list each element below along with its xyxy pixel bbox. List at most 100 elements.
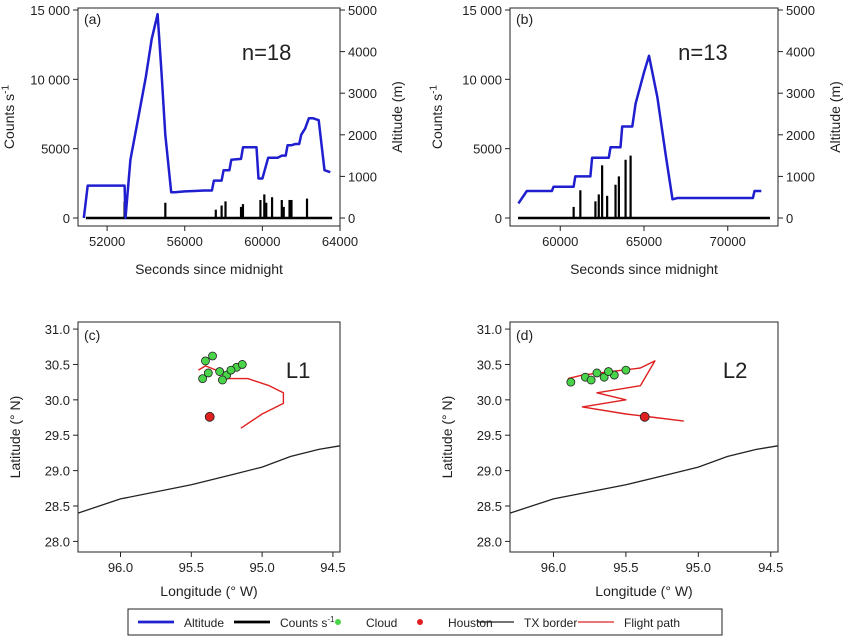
y-right-tick-label: 3000 — [786, 86, 815, 101]
y-left-tick-label: 5000 — [41, 142, 70, 157]
panel-label: (c) — [84, 327, 100, 343]
plot-frame — [77, 321, 341, 553]
legend-label: TX border — [524, 616, 577, 630]
panel-annotation: L1 — [286, 358, 310, 383]
y-left-tick-label: 15 000 — [30, 3, 70, 18]
y-right-tick-label: 3000 — [348, 86, 377, 101]
y-tick-label: 31.0 — [45, 322, 70, 337]
x-tick-label: 94.5 — [758, 560, 783, 575]
y-tick-label: 31.0 — [477, 322, 502, 337]
houston-marker — [204, 411, 215, 422]
x-axis-label: Longitude (° W) — [160, 583, 257, 599]
cloud-point — [226, 365, 236, 375]
cloud-point — [208, 351, 217, 361]
panel-annotation: n=13 — [678, 40, 728, 65]
x-tick-label: 65000 — [626, 234, 662, 249]
y-left-tick-label: 0 — [495, 211, 502, 226]
legend-label: Counts s-1 — [280, 615, 335, 630]
y-tick-label: 28.0 — [45, 534, 70, 549]
legend-swatch-dot — [335, 619, 341, 625]
x-tick-label: 60000 — [244, 234, 280, 249]
panel-c: 96.0 95.5 95.0 94.5 28.0 28.5 29.0 29.5 30.0 30.5… — [7, 321, 346, 599]
panel-d: 96.0 95.5 95.0 94.5 28.0 28.5 29.0 29.5 30.0 30.5… — [439, 321, 783, 599]
y-right-tick-label: 0 — [348, 211, 355, 226]
plot-frame — [509, 7, 779, 227]
y-right-tick-label: 1000 — [348, 169, 377, 184]
y-left-tick-label: 10 000 — [462, 72, 502, 87]
y-left-axis-label: Counts s-1 — [428, 84, 445, 149]
y-tick-label: 29.5 — [477, 428, 502, 443]
cloud-point — [201, 356, 210, 366]
cloud-point — [621, 365, 631, 375]
y-tick-label: 28.5 — [45, 499, 70, 514]
y-left-tick-label: 15 000 — [462, 3, 502, 18]
x-axis-label: Seconds since midnight — [135, 261, 283, 277]
legend-label: Flight path — [624, 616, 680, 630]
y-right-tick-label: 5000 — [348, 3, 377, 18]
y-left-tick-label: 5000 — [473, 142, 502, 157]
tx-border-line — [509, 445, 779, 514]
y-right-tick-label: 4000 — [786, 45, 815, 60]
x-tick-label: 94.5 — [320, 560, 345, 575]
y-axis-label: Latitude (° N) — [439, 396, 455, 479]
cloud-point — [566, 377, 576, 387]
altitude-line — [82, 12, 331, 220]
legend-label: Altitude — [184, 616, 224, 630]
plot-frame — [77, 7, 341, 227]
cloud-point — [198, 374, 208, 384]
x-tick-label: 64000 — [322, 234, 358, 249]
x-tick-label: 56000 — [167, 234, 203, 249]
y-right-tick-label: 0 — [786, 211, 793, 226]
y-right-tick-label: 4000 — [348, 45, 377, 60]
x-tick-label: 70000 — [710, 234, 746, 249]
panel-b: 60000 65000 70000 0 5000 10 000 15 000 0 1000 200… — [428, 3, 843, 277]
x-tick-label: 60000 — [542, 234, 578, 249]
x-tick-label: 95.5 — [613, 560, 638, 575]
houston-marker — [639, 411, 650, 422]
x-axis-label: Longitude (° W) — [595, 583, 692, 599]
x-tick-label: 95.0 — [686, 560, 711, 575]
x-tick-label: 96.0 — [108, 560, 133, 575]
panel-a: 52000 56000 60000 64000 0 5000 10 000 15 000 0 10… — [0, 3, 405, 277]
cloud-point — [215, 367, 225, 376]
plot-frame — [509, 321, 779, 553]
cloud-point — [237, 360, 247, 369]
panel-label: (a) — [84, 11, 101, 27]
altitude-line — [517, 54, 762, 205]
y-axis-label: Latitude (° N) — [7, 396, 23, 479]
cloud-point — [592, 368, 602, 378]
y-tick-label: 30.0 — [45, 393, 70, 408]
y-right-tick-label: 2000 — [348, 128, 377, 143]
y-tick-label: 28.5 — [477, 499, 502, 514]
legend-label: Cloud — [366, 616, 397, 630]
legend: Altitude Counts s-1 Cloud Houston TX border F… — [127, 608, 723, 636]
y-right-tick-label: 1000 — [786, 169, 815, 184]
tx-border-line — [77, 445, 341, 514]
cloud-point — [203, 368, 213, 378]
y-right-axis-label: Altitude (m) — [389, 81, 405, 153]
x-axis-label: Seconds since midnight — [570, 261, 718, 277]
panel-label: (b) — [516, 11, 533, 27]
legend-swatch-dot — [417, 619, 423, 625]
y-left-axis-label: Counts s-1 — [0, 84, 17, 149]
legend-label: Houston — [448, 616, 493, 630]
cloud-point — [218, 375, 227, 385]
y-right-axis-label: Altitude (m) — [827, 81, 843, 153]
y-tick-label: 29.5 — [45, 428, 70, 443]
flight-path-line — [198, 365, 285, 429]
x-tick-label: 95.5 — [179, 560, 204, 575]
y-left-tick-label: 10 000 — [30, 72, 70, 87]
y-tick-label: 30.5 — [477, 357, 502, 372]
cloud-point — [604, 367, 613, 376]
cloud-point — [586, 375, 596, 385]
y-tick-label: 29.0 — [477, 464, 502, 479]
y-tick-label: 28.0 — [477, 534, 502, 549]
x-tick-label: 95.0 — [249, 560, 274, 575]
y-right-tick-label: 2000 — [786, 128, 815, 143]
x-tick-label: 52000 — [89, 234, 125, 249]
x-tick-label: 96.0 — [541, 560, 566, 575]
panel-label: (d) — [516, 327, 533, 343]
panel-annotation: n=18 — [242, 40, 292, 65]
